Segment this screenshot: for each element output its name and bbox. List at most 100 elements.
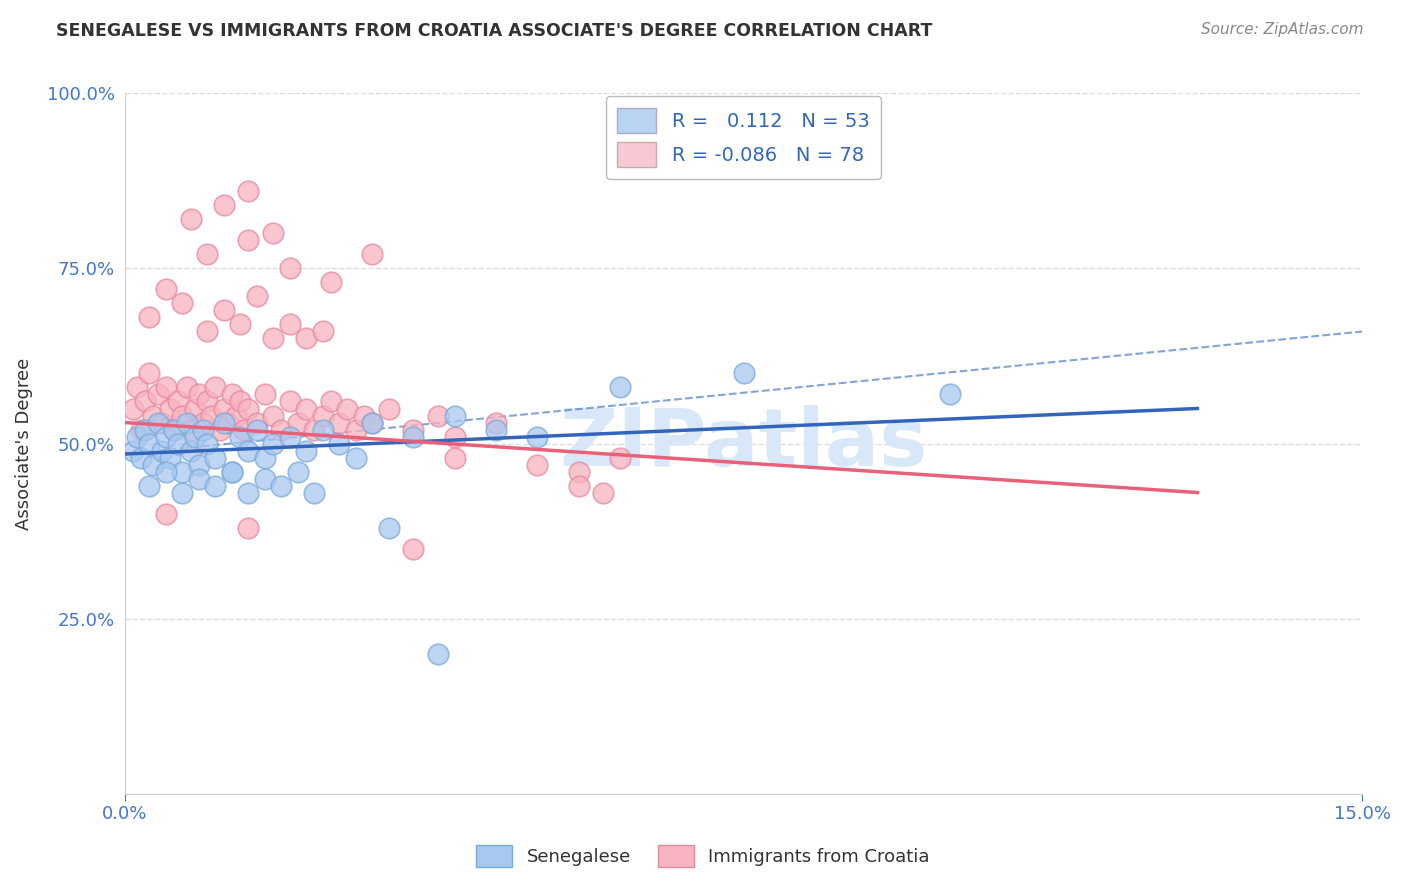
Point [200,409,222,423]
Point [229,318,252,332]
Text: SENEGALESE VS IMMIGRANTS FROM CROATIA ASSOCIATE'S DEGREE CORRELATION CHART: SENEGALESE VS IMMIGRANTS FROM CROATIA AS… [56,22,932,40]
Point [146,416,169,430]
Point [163,423,186,437]
Point [138,478,160,492]
Point [172,296,194,310]
Point [304,423,326,437]
Point [361,416,384,430]
Point [609,380,631,394]
Point [138,367,160,381]
Point [172,465,194,479]
Point [336,401,359,416]
Point [328,436,350,450]
Point [427,409,450,423]
Point [427,647,450,661]
Point [485,416,508,430]
Point [567,465,589,479]
Point [187,458,209,472]
Point [238,185,260,199]
Point [167,394,190,409]
Legend: Senegalese, Immigrants from Croatia: Senegalese, Immigrants from Croatia [468,838,938,874]
Point [287,416,309,430]
Point [295,443,318,458]
Point [155,380,177,394]
Point [304,485,326,500]
Point [361,247,384,261]
Point [195,436,218,450]
Point [443,450,465,465]
Point [163,423,186,437]
Point [167,436,190,450]
Point [155,465,177,479]
Point [187,471,209,485]
Point [253,471,276,485]
Point [253,450,276,465]
Point [233,423,256,437]
Point [172,409,194,423]
Point [195,247,218,261]
Point [443,409,465,423]
Point [278,261,301,276]
Point [212,416,235,430]
Point [238,234,260,248]
Point [150,443,173,458]
Point [138,310,160,325]
Point [733,367,755,381]
Point [204,450,226,465]
Point [246,423,269,437]
Point [159,401,181,416]
Point [229,394,252,409]
Point [262,409,284,423]
Point [142,409,165,423]
Point [278,394,301,409]
Point [238,485,260,500]
Point [129,423,152,437]
Point [526,458,548,472]
Point [270,478,292,492]
Point [246,416,269,430]
Point [262,227,284,241]
Point [592,485,614,500]
Point [208,423,231,437]
Point [204,380,226,394]
Point [138,436,160,450]
Point [262,331,284,345]
Point [150,416,173,430]
Point [180,212,202,227]
Point [146,387,169,401]
Y-axis label: Associate's Degree: Associate's Degree [15,358,32,530]
Point [121,401,143,416]
Point [311,409,333,423]
Point [238,443,260,458]
Point [212,303,235,318]
Point [567,478,589,492]
Point [311,423,333,437]
Point [278,318,301,332]
Point [253,387,276,401]
Point [191,416,214,430]
Point [270,423,292,437]
Point [195,325,218,339]
Point [225,409,247,423]
Text: Source: ZipAtlas.com: Source: ZipAtlas.com [1201,22,1364,37]
Point [609,450,631,465]
Point [142,458,165,472]
Point [526,429,548,443]
Point [195,394,218,409]
Point [191,423,214,437]
Point [229,429,252,443]
Point [377,401,399,416]
Point [344,423,367,437]
Point [344,450,367,465]
Point [353,409,375,423]
Point [155,282,177,296]
Point [159,450,181,465]
Point [125,380,148,394]
Point [176,380,198,394]
Point [217,416,239,430]
Point [212,198,235,212]
Point [180,423,202,437]
Point [295,331,318,345]
Point [287,465,309,479]
Text: ZIPatlas: ZIPatlas [560,404,928,483]
